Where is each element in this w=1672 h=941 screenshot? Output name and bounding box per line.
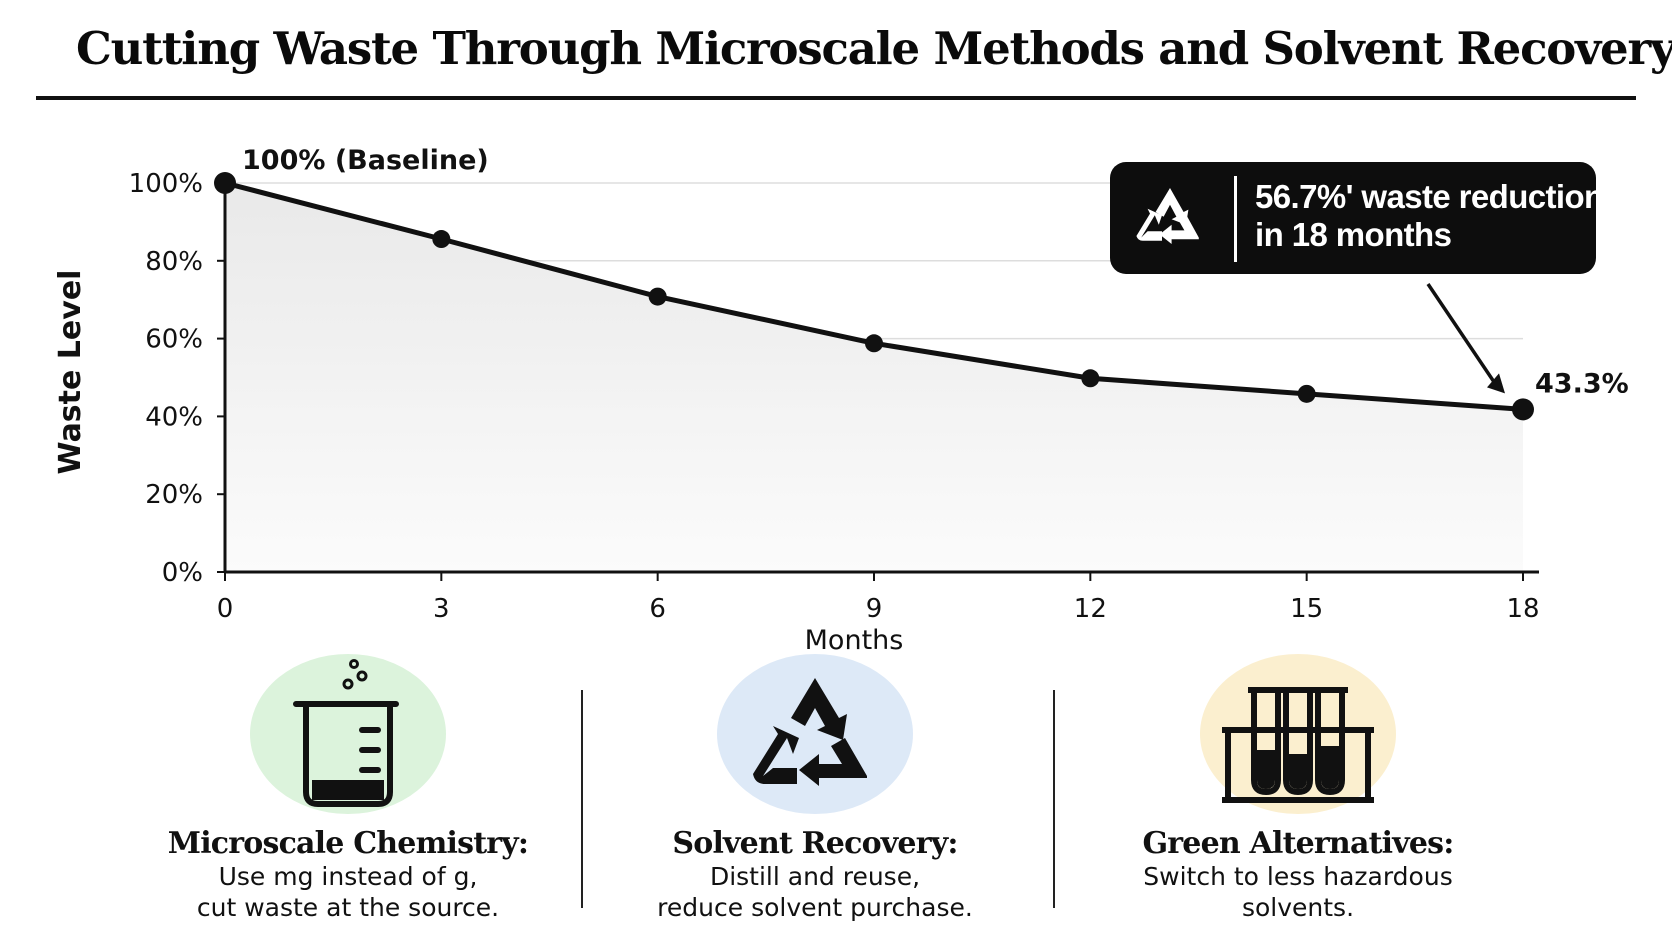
x-tick-label: 6	[649, 594, 666, 624]
test-tubes-icon	[1222, 687, 1374, 803]
callout-separator	[1234, 176, 1237, 262]
callout-arrow	[1426, 283, 1497, 385]
beaker-icon	[293, 659, 399, 807]
feature-title: Solvent Recovery:	[672, 826, 958, 861]
y-tick-label: 80%	[145, 247, 203, 277]
y-tick-label: 0%	[162, 558, 203, 588]
x-tick-label: 0	[217, 594, 234, 624]
feature-desc-line-2: reduce solvent purchase.	[657, 893, 973, 922]
title-rule	[36, 96, 1636, 100]
waste-level-chart: 0% 20% 40% 60% 80% 100% 0 3 6 9 12 15 18 Months Waste …	[53, 145, 1629, 650]
y-tick-label: 100%	[129, 169, 203, 199]
recycle-icon	[1136, 188, 1199, 244]
callout-line-2: in 18 months	[1255, 216, 1452, 253]
start-annotation: 100% (Baseline)	[242, 145, 489, 176]
data-point	[432, 230, 451, 249]
feature-divider	[581, 690, 583, 908]
feature-green-alternatives: Green Alternatives: Switch to less hazar…	[1058, 654, 1538, 923]
data-point	[865, 334, 883, 353]
feature-desc-line-1: Distill and reuse,	[709, 862, 921, 891]
data-point	[1512, 398, 1534, 421]
feature-microscale: Microscale Chemistry: Use mg instead of …	[108, 654, 588, 923]
y-tick-label: 60%	[145, 325, 203, 355]
feature-icon-circle	[250, 654, 446, 814]
recycle-icon	[753, 678, 867, 786]
x-tick-label: 15	[1290, 594, 1323, 624]
x-tick-label: 12	[1074, 594, 1107, 624]
page-title: Cutting Waste Through Microscale Methods…	[76, 22, 1672, 75]
feature-desc-line-2: cut waste at the source.	[196, 893, 500, 922]
y-axis-label: Waste Level	[53, 270, 88, 475]
feature-desc-line-1: Use mg instead of g,	[218, 862, 478, 891]
feature-desc-line-2: solvents.	[1241, 893, 1355, 922]
feature-icon-circle	[717, 654, 913, 814]
data-point	[214, 172, 236, 194]
x-axis-label: Months	[805, 625, 904, 650]
feature-desc-line-1: Switch to less hazardous	[1143, 862, 1453, 891]
data-point	[1297, 384, 1316, 403]
x-tick-label: 9	[866, 594, 883, 624]
y-tick-label: 20%	[145, 480, 203, 510]
end-annotation: 43.3%	[1535, 368, 1629, 399]
data-point	[648, 287, 667, 306]
feature-title: Microscale Chemistry:	[167, 826, 529, 861]
feature-solvent-recovery: Solvent Recovery: Distill and reuse, red…	[575, 654, 1055, 923]
x-tick-label: 3	[433, 594, 450, 624]
feature-icon-circle	[1200, 654, 1396, 814]
x-tick-label: 18	[1506, 594, 1539, 624]
callout-arrowhead	[1487, 373, 1505, 394]
feature-title: Green Alternatives:	[1142, 826, 1454, 861]
y-tick-label: 40%	[145, 402, 203, 432]
data-point	[1081, 369, 1100, 388]
waste-area	[225, 183, 1523, 572]
callout-line-1: 56.7%' waste reduction	[1255, 178, 1604, 215]
feature-divider	[1053, 690, 1055, 908]
reduction-callout: 56.7%' waste reduction in 18 months	[1110, 162, 1604, 274]
callout-text: 56.7%' waste reduction in 18 months	[1255, 178, 1604, 254]
